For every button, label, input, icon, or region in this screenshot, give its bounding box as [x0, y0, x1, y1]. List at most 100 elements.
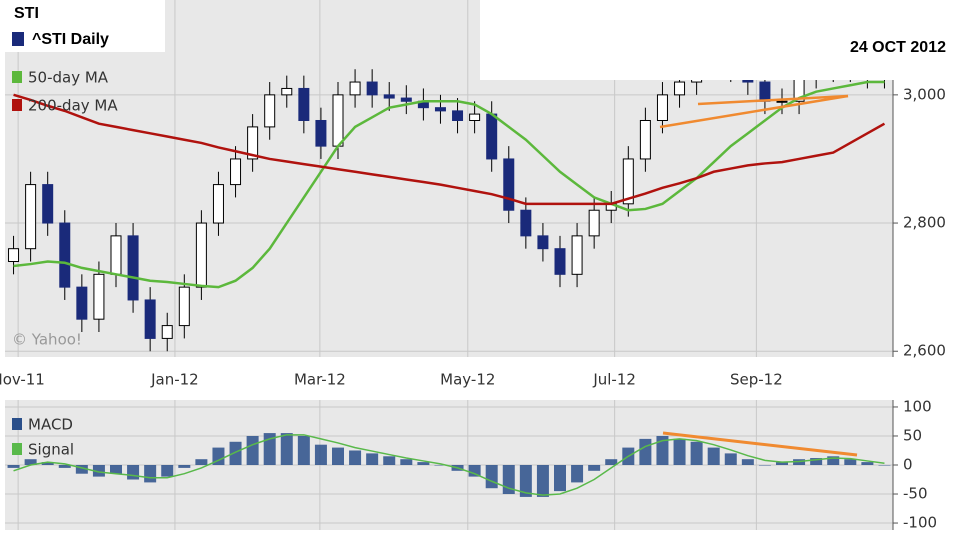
candle-body	[674, 81, 686, 96]
candle-body	[503, 158, 515, 211]
trend-line	[659, 94, 849, 129]
macd-bar	[349, 450, 362, 465]
macd-bar	[827, 456, 840, 465]
candle-body	[400, 97, 412, 102]
x-tick-label: Jul-12	[592, 371, 636, 389]
legend-swatch	[12, 418, 22, 430]
candle-body	[212, 184, 224, 224]
candle-body	[178, 286, 190, 327]
candle-body	[434, 107, 446, 112]
candle-body	[469, 113, 481, 121]
macd-bar	[758, 465, 771, 466]
candle-body	[247, 126, 259, 160]
macd-bar	[263, 433, 276, 465]
trend-line	[662, 431, 858, 457]
y-tick-label: 2,600	[903, 342, 946, 360]
legend-swatch	[12, 71, 22, 83]
candle-body	[76, 286, 88, 320]
macd-bar	[810, 458, 823, 465]
candle-body	[759, 81, 771, 102]
x-tick-label: May-12	[440, 371, 495, 389]
x-tick-label: Nov-11	[0, 371, 45, 389]
candle-body	[144, 299, 156, 339]
macd-bar	[690, 441, 703, 465]
macd-bar	[195, 459, 208, 465]
candle-body	[537, 235, 549, 250]
legend-label: Signal	[28, 441, 74, 459]
macd-bar	[127, 465, 140, 480]
macd-bar	[519, 465, 532, 497]
candle-body	[42, 184, 54, 224]
candle-body	[59, 222, 71, 288]
legend-label: ^STI Daily	[32, 31, 109, 48]
macd-bar	[776, 462, 788, 465]
y-tick-label: 0	[903, 456, 913, 474]
candle-body	[127, 235, 139, 301]
watermark: © Yahoo!	[12, 331, 82, 349]
date-box	[480, 0, 960, 80]
macd-bar	[161, 465, 174, 477]
candle-body	[520, 209, 532, 237]
macd-bar	[536, 465, 549, 497]
trend-line	[697, 94, 849, 106]
candle-body	[486, 113, 498, 160]
macd-bar	[229, 441, 242, 465]
candle-body	[8, 248, 20, 263]
macd-bar	[861, 462, 874, 465]
candle-body	[639, 119, 651, 160]
macd-bar	[366, 453, 379, 465]
macd-bar	[41, 462, 54, 465]
y-tick-label: -100	[903, 514, 937, 532]
macd-bar	[434, 465, 447, 466]
x-tick-label: Mar-12	[294, 371, 346, 389]
candle-body	[622, 158, 634, 205]
macd-bar	[314, 444, 327, 465]
legend-label: 200-day MA	[28, 97, 118, 115]
macd-bar	[58, 465, 71, 468]
macd-bar	[332, 447, 344, 465]
y-tick-label: 2,800	[903, 214, 946, 232]
macd-bar	[741, 459, 754, 465]
macd-bar	[707, 447, 720, 465]
candle-body	[588, 209, 600, 237]
title-box	[0, 0, 165, 52]
macd-bar	[92, 465, 105, 477]
macd-bar	[144, 465, 157, 483]
y-tick-label: 50	[903, 426, 922, 444]
legend-swatch	[12, 32, 24, 46]
macd-bar	[383, 456, 396, 465]
candle-body	[315, 119, 327, 147]
y-tick-label: 3,000	[903, 85, 946, 103]
macd-bar	[878, 465, 891, 466]
macd-bar	[297, 435, 310, 465]
x-tick-label: Jan-12	[150, 371, 199, 389]
macd-bar	[656, 435, 669, 465]
macd-bar	[417, 462, 430, 465]
candle-body	[776, 100, 788, 103]
ma-line	[13, 93, 886, 206]
macd-bar	[178, 465, 191, 468]
macd-bar	[75, 465, 88, 474]
candle-body	[571, 235, 583, 275]
candle-body	[93, 273, 105, 320]
candle-body	[230, 158, 242, 186]
macd-bar	[724, 453, 737, 465]
macd-bar	[639, 438, 652, 465]
candle-body	[383, 94, 395, 99]
candle-body	[298, 87, 310, 121]
legend-label: 50-day MA	[28, 69, 109, 87]
macd-bar	[605, 459, 618, 465]
macd-bar	[7, 465, 20, 468]
y-tick-label: -50	[903, 485, 928, 503]
legend-label: MACD	[28, 416, 73, 434]
macd-bar	[110, 465, 122, 474]
candle-body	[332, 94, 344, 147]
legend-swatch	[12, 99, 22, 111]
macd-bar	[844, 459, 857, 465]
candle-body	[25, 184, 37, 250]
macd-bar	[400, 459, 413, 465]
candle-body	[554, 248, 566, 275]
macd-bar	[246, 435, 259, 465]
chart-title: STI	[14, 5, 39, 22]
